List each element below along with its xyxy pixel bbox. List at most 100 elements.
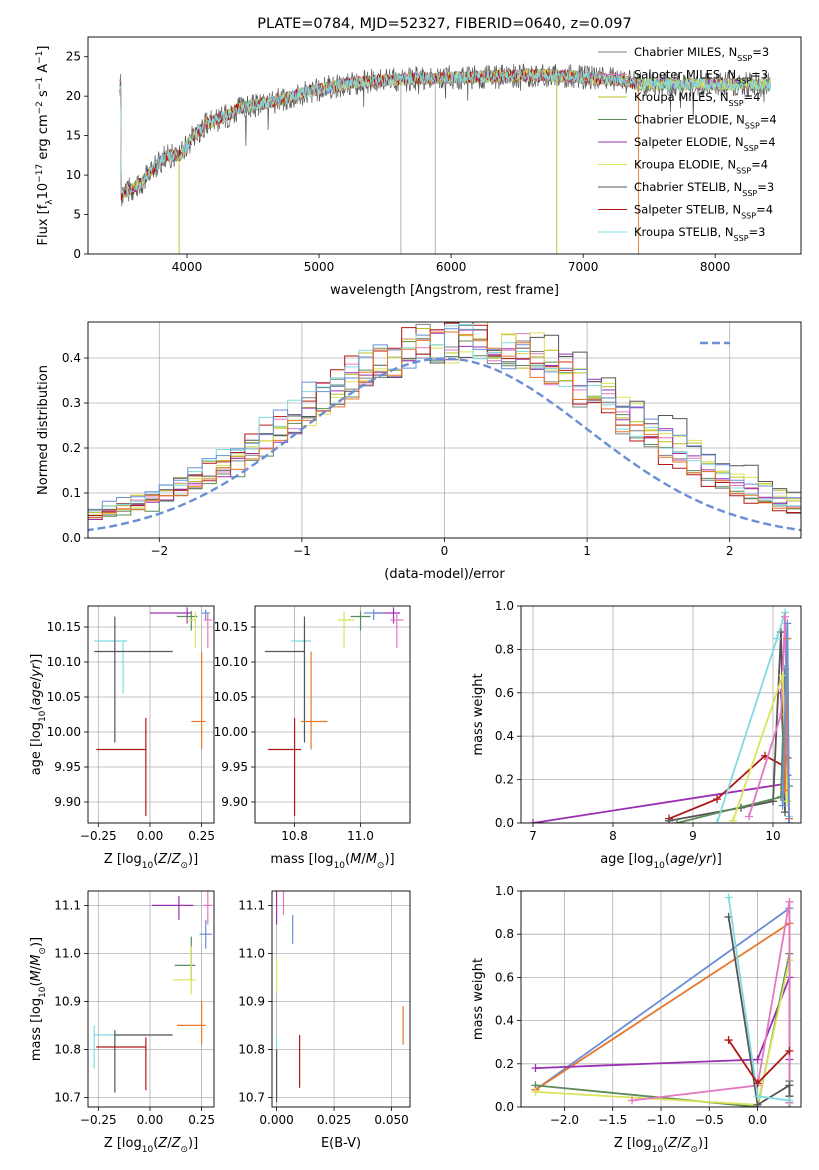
weight-marker [753,1100,762,1107]
errorbar-point [152,895,194,920]
weight-marker [713,819,721,823]
x-axis-label: (data-model)/error [384,567,505,582]
weight-marker [713,795,721,804]
y-tick-label: 0.8 [495,927,514,941]
x-axis-label: wavelength [Angstrom, rest frame] [330,283,559,298]
weight-line [535,959,791,1106]
panel-mass-vs-ebv: 0.000 0.025 0.050 10.7 10.8 10.9 11.0 11.1 E(B-V… [238,890,411,1151]
label-part: ⊙ [377,861,385,871]
weight-line [535,921,791,1103]
weight-marker [529,819,537,823]
label-part: age [log [29,722,44,775]
axes-frame [520,605,802,824]
x-tick-label: −1.5 [598,1113,627,1127]
weight-series [778,619,793,823]
errorbar-point [94,640,128,694]
x-tick-label: 0.25 [188,1113,215,1127]
x-axis-label: Z [log10(Z/Z⊙)] [104,852,198,871]
errorbar-point [301,651,328,750]
weight-line [534,906,791,1107]
label-part: M [366,852,377,867]
label-part: / [167,852,172,867]
x-tick-label: 0.025 [317,1113,351,1127]
y-tick-label: 0.2 [495,773,514,787]
axes-frame [87,890,215,1108]
label-part: )] [384,852,394,867]
label-part: 10 [334,861,346,871]
label-part: Flux [f [36,204,51,245]
errorbar-point [363,609,384,620]
x-tick-label: 11.0 [347,829,374,843]
errorbar-point [201,609,210,620]
plot-area [255,606,410,823]
errorbar-point [264,616,306,743]
y-tick-label: 0.4 [495,729,514,743]
y-tick-label: 1.0 [495,884,514,898]
legend-sub: SSP [741,211,756,220]
y-tick-label: 0.0 [495,816,514,830]
y-tick-label: 1.0 [495,599,514,613]
x-tick-label: 10.8 [281,829,308,843]
weight-marker [785,1046,794,1055]
x-tick-label: 0.25 [188,829,215,843]
y-tick-label: 11.1 [54,898,81,912]
y-tick-label: 10.10 [214,655,248,669]
weight-marker [745,812,753,821]
x-tick-label: 7 [529,829,537,843]
weight-marker [753,1055,762,1064]
y-tick-label: 0.1 [62,486,81,500]
y-tick-label: 9.95 [221,760,248,774]
errorbar-point [203,613,212,648]
axes-frame [87,321,802,539]
y-tick-label: 25 [66,50,81,64]
panel-spectrum: 4000 5000 6000 7000 8000 0 5 10 15 20 25 PLATE=0784… [35,16,802,298]
legend-label: Kroupa STELIB, NSSP=3 [634,225,765,243]
label-part: ( [29,981,44,986]
errorbar-point [176,1001,206,1045]
label-part: ( [153,1136,158,1151]
legend-count: =3 [749,225,766,239]
x-tick-label: 10 [765,829,780,843]
y-tick-label: 10.00 [47,725,81,739]
errorbar-point [176,610,198,631]
weight-series [724,1036,794,1088]
x-tick-label: 5000 [304,260,335,274]
weight-line [535,953,791,1107]
x-tick-label: 6000 [436,260,467,274]
y-tick-label: 10.8 [238,1042,265,1056]
weight-marker [785,897,794,906]
label-part: )] [188,852,198,867]
y-tick-label: 11.0 [54,946,81,960]
label-part: ⊙ [690,1145,698,1155]
weight-marker [628,1096,637,1105]
normal-curve [88,357,801,532]
panel-age-vs-Z: −0.25 0.00 0.25 9.90 9.95 10.00 10.05 10.10 10.1… [29,605,215,871]
y-tick-label: 10.9 [238,994,265,1008]
legend-sub: SSP [736,166,751,175]
label-part: )] [29,937,44,947]
y-tick-label: 15 [66,129,81,143]
label-part: 10 [652,1145,664,1155]
legend-label: Chabrier MILES, NSSP=3 [634,45,769,63]
legend-count: =4 [759,135,776,149]
y-axis-label: mass weight [471,958,486,1040]
weight-line [631,901,791,1103]
label-part: ( [153,852,158,867]
errorbar-point [174,936,196,980]
legend-label: Salpeter MILES, NSSP=3 [634,68,768,86]
errorbar-point [187,611,197,648]
legend-count: =4 [751,158,768,172]
weight-series [531,973,794,1073]
y-tick-label: 10 [66,168,81,182]
x-tick-label: 0.00 [137,829,164,843]
legend-count: =3 [752,45,769,59]
legend-label: Salpeter STELIB, NSSP=4 [634,203,773,221]
y-tick-label: 10.00 [214,725,248,739]
legend-count: =4 [760,113,777,127]
label-part: 10 [142,861,154,871]
legend-text: Chabrier MILES, N [634,45,737,59]
weight-marker [785,1081,794,1090]
y-tick-label: 11.1 [238,898,265,912]
